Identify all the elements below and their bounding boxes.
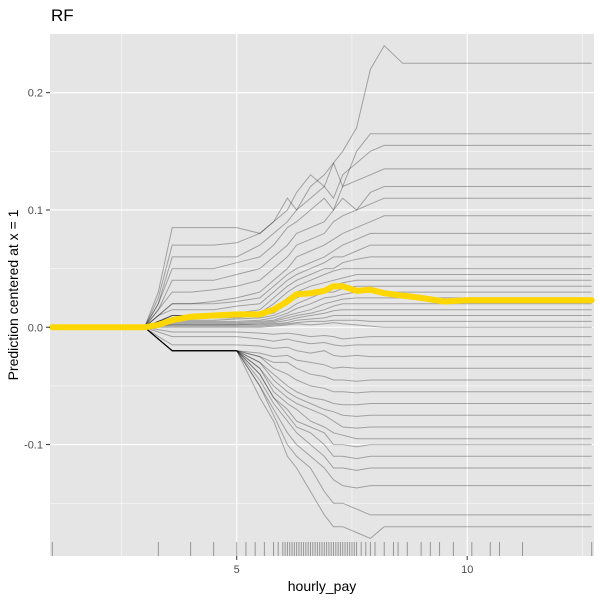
- ice-curve-27: [52, 326, 592, 406]
- ice-curve-21: [52, 326, 592, 340]
- ice-curve-0: [52, 44, 592, 328]
- ice-curve-1: [52, 133, 592, 328]
- ice-curve-22: [52, 326, 592, 347]
- ice-curve-34: [52, 326, 592, 489]
- ice-curve-23: [52, 326, 592, 358]
- ice-curve-26: [52, 326, 592, 394]
- ice-curve-33: [52, 326, 592, 471]
- ice-curve-10: [52, 268, 592, 328]
- ice-curve-31: [52, 326, 592, 448]
- y-tick-label: 0.1: [28, 205, 43, 217]
- ice-curve-36: [52, 326, 592, 539]
- y-tick-label: 0.0: [28, 322, 43, 334]
- ice-curve-19: [52, 319, 592, 328]
- ice-curve-18: [52, 315, 592, 328]
- ice-curve-2: [52, 144, 592, 328]
- ice-curve-4: [52, 186, 592, 328]
- ice-curve-3: [52, 168, 592, 328]
- chart-title: RF: [51, 6, 74, 25]
- ice-curve-6: [52, 215, 592, 328]
- ice-curve-7: [52, 232, 592, 328]
- x-axis-ticks: 5 10: [234, 556, 473, 576]
- y-tick-label: -0.1: [24, 440, 43, 452]
- x-axis-label: hourly_pay: [288, 578, 357, 594]
- ice-curve-9: [52, 256, 592, 328]
- ice-curve-24: [52, 326, 592, 369]
- plot-panel: [50, 34, 594, 556]
- ice-curve-29: [52, 326, 592, 429]
- ice-curve-20: [52, 322, 592, 328]
- ice-curve-32: [52, 326, 592, 460]
- rug-marks: [51, 542, 593, 556]
- ice-curve-35: [52, 326, 592, 516]
- pdp-line: [49, 283, 595, 331]
- y-axis-label: Prediction centered at x = 1: [5, 209, 21, 380]
- x-tick-label: 5: [234, 564, 240, 576]
- ice-curves: [52, 44, 592, 539]
- ice-curve-8: [52, 244, 592, 328]
- pdp-curve: [49, 283, 595, 331]
- ice-curve-5: [52, 197, 592, 328]
- ice-curve-17: [52, 309, 592, 328]
- ice-curve-25: [52, 326, 592, 382]
- ice-curve-30: [52, 326, 592, 440]
- ice-curve-28: [52, 326, 592, 417]
- ice-curve-11: [52, 274, 592, 328]
- y-tick-label: 0.2: [28, 88, 43, 100]
- y-axis-ticks: -0.1 0.0 0.1 0.2: [24, 88, 50, 452]
- x-tick-label: 10: [461, 564, 473, 576]
